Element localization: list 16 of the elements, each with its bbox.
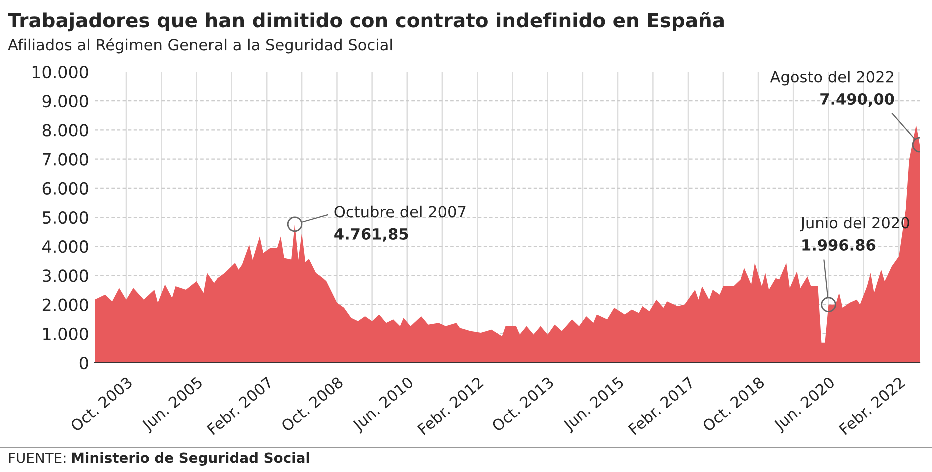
y-tick-label: 2.000 <box>42 298 88 312</box>
y-tick-label: 7.000 <box>43 153 88 166</box>
source-note: FUENTE: Ministerio de Seguridad Social <box>9 452 310 466</box>
chart-title: Trabajadores que han dimitido con contrato indefinido en España <box>8 12 724 32</box>
y-tick-label: 3.000 <box>43 270 88 282</box>
y-tick-label: 6.000 <box>42 182 88 195</box>
y-tick-label: 5.000 <box>43 211 88 224</box>
annotation: Octubre del 2007 4.761,85 <box>334 206 466 242</box>
annotation: Agosto del 2022 7.490,00 <box>770 70 894 107</box>
y-tick-label: 10.000 <box>32 66 88 79</box>
chart-subtitle: Afiliados al Régimen General a la Seguridad Social <box>8 38 392 54</box>
y-tick-label: 4.000 <box>42 240 88 254</box>
y-tick-label: 8.000 <box>42 124 88 137</box>
y-tick-label: 0 <box>80 356 88 370</box>
y-tick-label: 9.000 <box>42 95 88 108</box>
y-tick-label: 1.000 <box>44 328 88 340</box>
